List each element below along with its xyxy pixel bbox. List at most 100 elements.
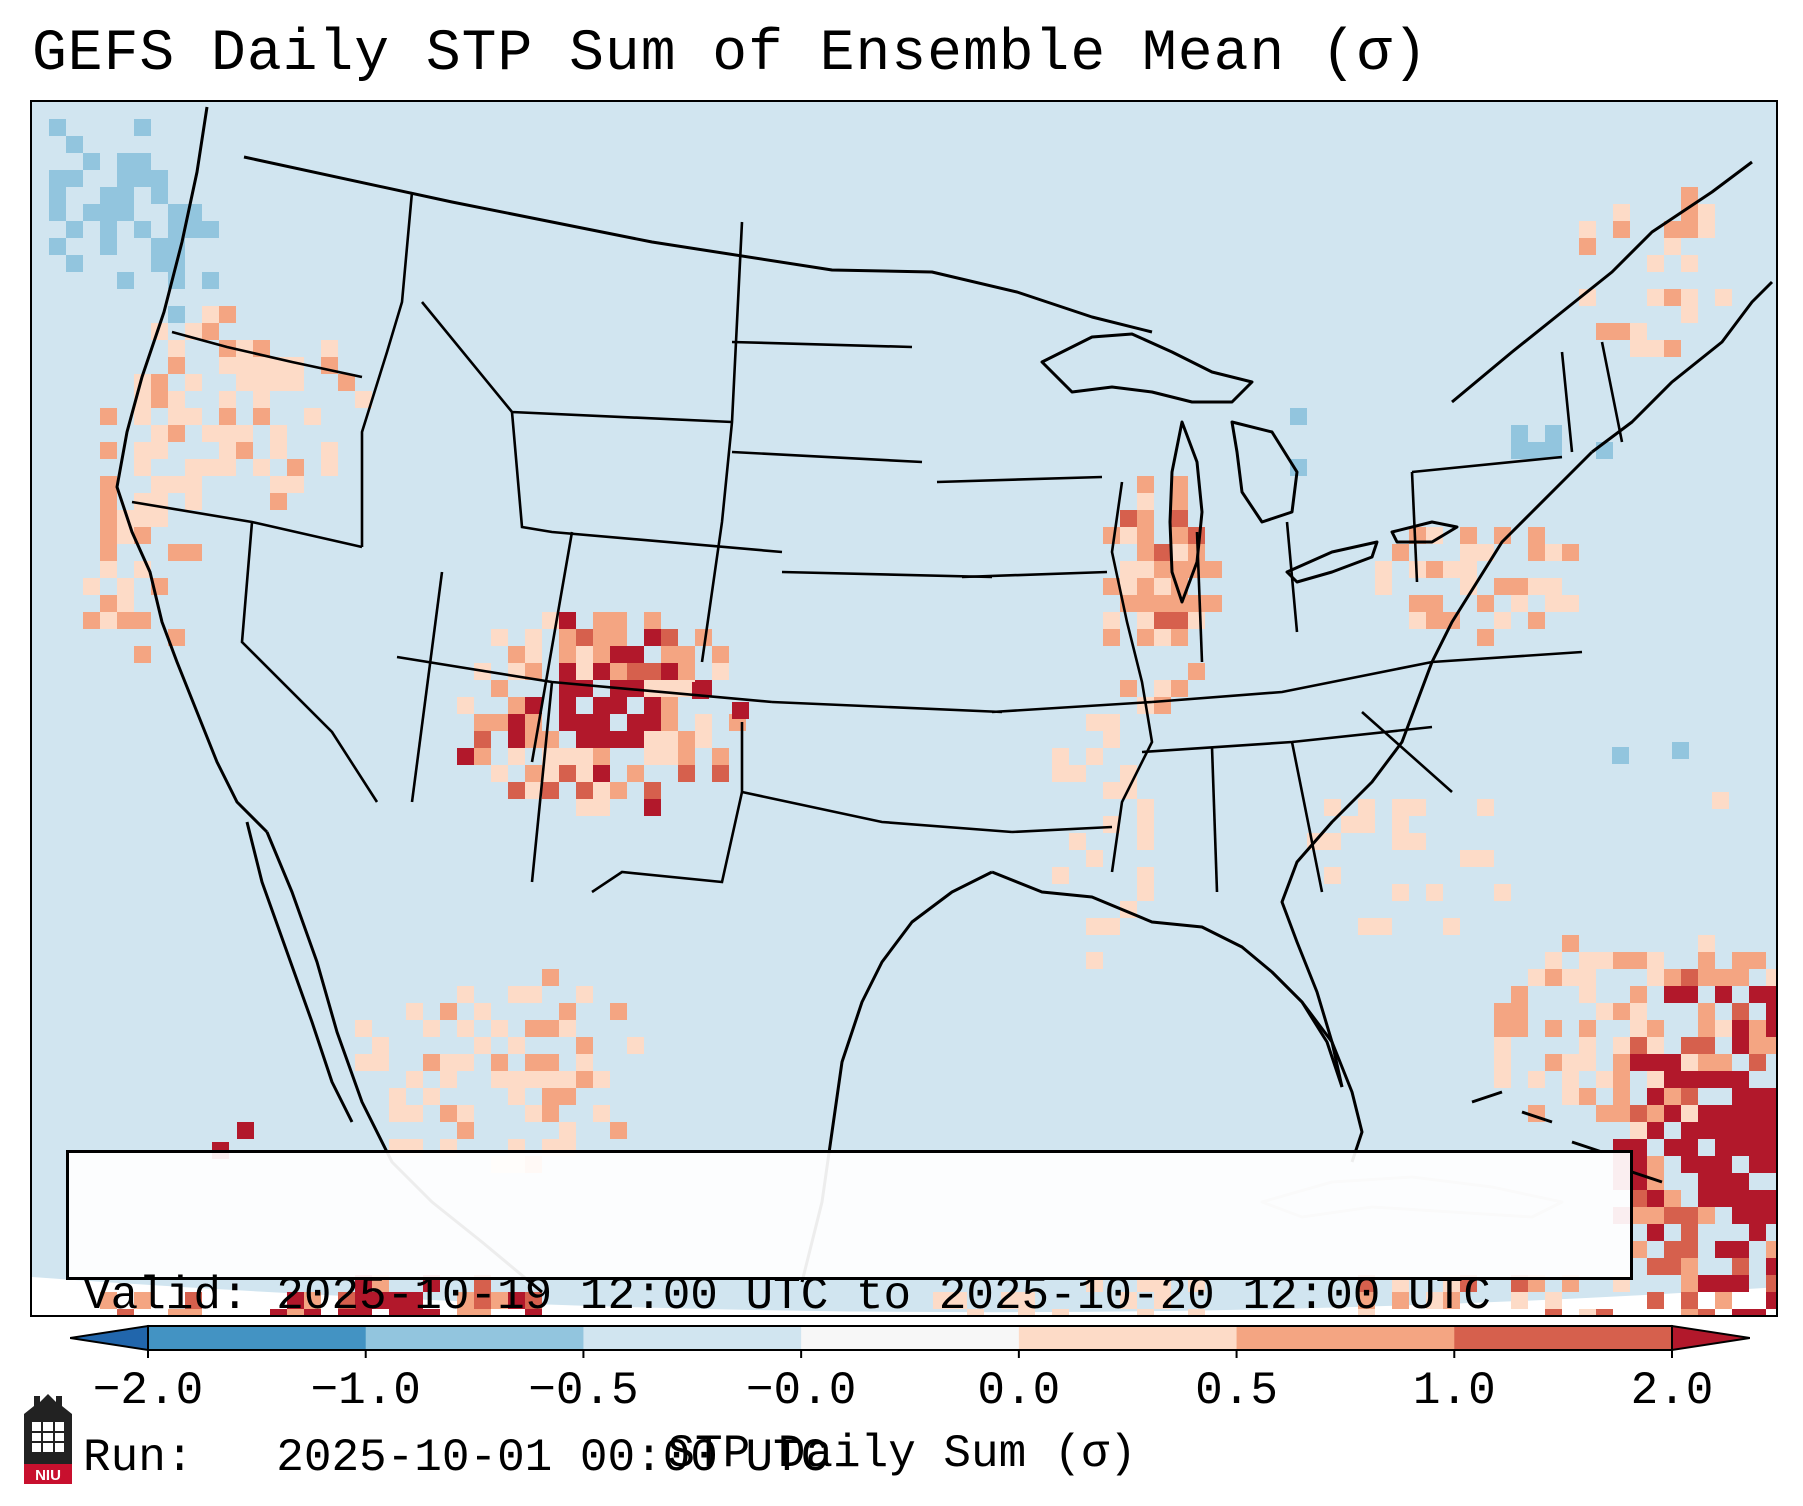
anomaly-cell bbox=[304, 408, 321, 425]
anomaly-cell bbox=[372, 1292, 389, 1309]
anomaly-cell bbox=[1120, 527, 1137, 544]
anomaly-cell bbox=[1307, 459, 1324, 476]
anomaly-cell bbox=[610, 1122, 627, 1139]
anomaly-cell bbox=[576, 731, 593, 748]
anomaly-cell bbox=[1749, 1122, 1766, 1139]
anomaly-cell bbox=[1324, 408, 1341, 425]
anomaly-cell bbox=[1698, 1105, 1715, 1122]
anomaly-cell bbox=[270, 442, 287, 459]
anomaly-cell bbox=[627, 731, 644, 748]
anomaly-cell bbox=[457, 1020, 474, 1037]
anomaly-cell bbox=[1681, 1292, 1698, 1309]
anomaly-cell bbox=[100, 187, 117, 204]
anomaly-cell bbox=[559, 697, 576, 714]
anomaly-cell bbox=[1528, 578, 1545, 595]
anomaly-cell bbox=[559, 629, 576, 646]
state-border-nd-sd bbox=[731, 340, 913, 349]
anomaly-cell bbox=[117, 221, 134, 238]
anomaly-cell bbox=[559, 612, 576, 629]
anomaly-cell bbox=[338, 374, 355, 391]
anomaly-cell bbox=[1630, 1207, 1647, 1224]
anomaly-cell bbox=[1681, 1037, 1698, 1054]
anomaly-cell bbox=[168, 204, 185, 221]
anomaly-cell bbox=[1647, 1105, 1664, 1122]
anomaly-cell bbox=[1443, 918, 1460, 935]
anomaly-cell bbox=[1732, 1037, 1749, 1054]
anomaly-cell bbox=[1715, 1071, 1732, 1088]
anomaly-cell bbox=[559, 1003, 576, 1020]
anomaly-cell bbox=[49, 238, 66, 255]
anomaly-cell bbox=[1596, 952, 1613, 969]
anomaly-cell bbox=[1579, 1037, 1596, 1054]
anomaly-cell bbox=[1749, 1190, 1766, 1207]
anomaly-cell bbox=[151, 170, 168, 187]
colorbar-tick-label: 2.0 bbox=[1630, 1365, 1714, 1417]
anomaly-cell bbox=[1103, 782, 1120, 799]
anomaly-cell bbox=[1341, 816, 1358, 833]
anomaly-cell bbox=[1545, 1309, 1562, 1315]
anomaly-cell bbox=[1681, 1309, 1698, 1315]
anomaly-cell bbox=[1171, 544, 1188, 561]
gulf-coast bbox=[991, 870, 1344, 1088]
anomaly-cell bbox=[1137, 493, 1154, 510]
anomaly-cell bbox=[236, 374, 253, 391]
colorbar-tick-label: 0.0 bbox=[977, 1365, 1061, 1417]
anomaly-cell bbox=[253, 357, 270, 374]
anomaly-cell bbox=[610, 629, 627, 646]
colorbar-segment bbox=[583, 1326, 802, 1350]
anomaly-cell bbox=[1715, 986, 1732, 1003]
anomaly-cell bbox=[1290, 459, 1307, 476]
anomaly-cell bbox=[1494, 1054, 1511, 1071]
anomaly-cell bbox=[1647, 289, 1664, 306]
anomaly-cell bbox=[1630, 1054, 1647, 1071]
anomaly-cell bbox=[1647, 1088, 1664, 1105]
anomaly-cell bbox=[1613, 323, 1630, 340]
anomaly-cell bbox=[1749, 1207, 1766, 1224]
state-border-nv-ut bbox=[410, 571, 444, 803]
anomaly-cell bbox=[593, 1105, 610, 1122]
anomaly-cell bbox=[457, 1054, 474, 1071]
anomaly-cell bbox=[100, 595, 117, 612]
anomaly-cell bbox=[508, 697, 525, 714]
anomaly-cell bbox=[1766, 1258, 1776, 1275]
anomaly-cell bbox=[576, 663, 593, 680]
anomaly-cell bbox=[1579, 969, 1596, 986]
state-border-il-in bbox=[1195, 531, 1204, 663]
anomaly-cell bbox=[559, 1071, 576, 1088]
anomaly-cell bbox=[1545, 1292, 1562, 1309]
anomaly-cell bbox=[1766, 986, 1776, 1003]
anomaly-cell bbox=[1545, 969, 1562, 986]
anomaly-cell bbox=[542, 782, 559, 799]
anomaly-cell bbox=[1188, 663, 1205, 680]
anomaly-cell bbox=[508, 714, 525, 731]
anomaly-cell bbox=[661, 731, 678, 748]
anomaly-cell bbox=[389, 1088, 406, 1105]
anomaly-cell bbox=[100, 527, 117, 544]
anomaly-cell bbox=[168, 425, 185, 442]
anomaly-cell bbox=[219, 340, 236, 357]
anomaly-cell bbox=[1086, 850, 1103, 867]
anomaly-cell bbox=[1698, 204, 1715, 221]
anomaly-cell bbox=[117, 170, 134, 187]
anomaly-cell bbox=[1749, 1020, 1766, 1037]
anomaly-cell bbox=[1681, 969, 1698, 986]
anomaly-cell bbox=[100, 119, 117, 136]
anomaly-cell bbox=[1732, 1003, 1749, 1020]
anomaly-cell bbox=[457, 1292, 474, 1309]
anomaly-cell bbox=[1672, 742, 1689, 759]
anomaly-cell bbox=[593, 731, 610, 748]
anomaly-cell bbox=[1579, 238, 1596, 255]
colorbar-segment bbox=[148, 1326, 367, 1350]
anomaly-cell bbox=[1732, 1207, 1749, 1224]
anomaly-cell bbox=[1188, 612, 1205, 629]
anomaly-cell bbox=[1732, 1258, 1749, 1275]
map-svg bbox=[32, 102, 1776, 1315]
anomaly-cell bbox=[1647, 1190, 1664, 1207]
anomaly-cell bbox=[440, 1071, 457, 1088]
anomaly-cell bbox=[66, 204, 83, 221]
anomaly-cell bbox=[117, 204, 134, 221]
anomaly-cell bbox=[185, 1292, 202, 1309]
anomaly-cell bbox=[644, 731, 661, 748]
anomaly-cell bbox=[117, 578, 134, 595]
state-border-wa-or bbox=[171, 330, 363, 379]
